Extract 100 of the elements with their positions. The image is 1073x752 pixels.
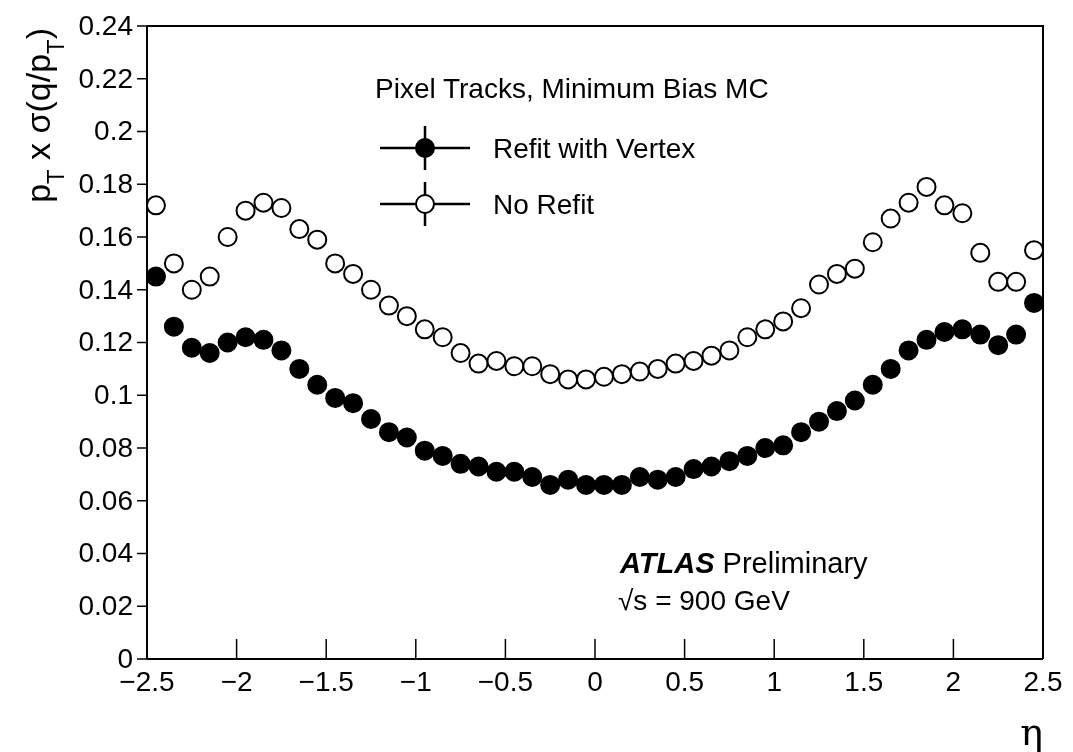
point [737, 327, 758, 348]
point [378, 422, 399, 443]
point [970, 324, 991, 345]
point [343, 263, 364, 284]
point [665, 353, 686, 374]
x-tick-label: 1.5 [844, 665, 884, 697]
point [862, 232, 883, 253]
point [378, 295, 399, 316]
point [450, 453, 471, 474]
point [916, 176, 937, 197]
point [988, 335, 1009, 356]
point [486, 461, 507, 482]
point [719, 451, 740, 472]
point [988, 271, 1009, 292]
point [540, 474, 561, 495]
point [504, 461, 525, 482]
point [325, 387, 346, 408]
point [271, 197, 292, 218]
point [593, 366, 614, 387]
point [647, 358, 668, 379]
y-tick-label: 0.12 [78, 326, 133, 358]
point [826, 401, 847, 422]
y-tick-label: 0.22 [78, 62, 133, 94]
legend-label: Refit with Vertex [493, 133, 696, 164]
point [343, 393, 364, 414]
point [576, 369, 597, 390]
point [826, 263, 847, 284]
y-tick-label: 0.16 [78, 220, 133, 252]
point [432, 327, 453, 348]
point [181, 337, 202, 358]
point [504, 356, 525, 377]
y-tick-label: 0.18 [78, 168, 133, 200]
point [1024, 292, 1045, 313]
annotation: √s = 900 GeV [618, 585, 791, 616]
point [199, 343, 220, 364]
point [361, 408, 381, 429]
point [791, 422, 812, 443]
point [450, 343, 471, 364]
annotation: ATLAS Preliminary [619, 547, 869, 579]
legend-title: Pixel Tracks, Minimum Bias MC [375, 73, 769, 104]
point [665, 467, 686, 488]
point [540, 364, 561, 385]
point [217, 332, 238, 353]
point [934, 321, 955, 342]
x-tick-label: 0 [587, 665, 603, 697]
point [898, 192, 919, 213]
point [271, 340, 292, 361]
y-tick-label: 0.08 [78, 431, 133, 463]
point [361, 279, 381, 300]
point [289, 358, 310, 379]
point [755, 319, 776, 340]
point [970, 242, 991, 263]
point [629, 361, 650, 382]
point [576, 474, 597, 495]
point [1024, 240, 1045, 261]
point [844, 390, 865, 411]
point [737, 445, 758, 466]
point [253, 329, 274, 350]
y-tick-label: 0.2 [94, 115, 133, 147]
point [181, 279, 202, 300]
x-tick-label: 2.5 [1023, 665, 1063, 697]
point [809, 274, 829, 295]
y-tick-label: 0.06 [78, 484, 133, 516]
point [1006, 324, 1027, 345]
point [558, 469, 579, 490]
point [432, 445, 453, 466]
y-tick-label: 0.24 [78, 9, 133, 41]
x-tick-label: −2 [220, 665, 253, 697]
point [647, 469, 668, 490]
y-tick-label: 0.14 [78, 273, 133, 305]
point [396, 306, 417, 327]
point [773, 311, 794, 332]
point [701, 456, 722, 477]
point [414, 440, 435, 461]
point [880, 208, 901, 229]
point [773, 435, 794, 456]
point [791, 298, 812, 319]
point [325, 253, 346, 274]
point [289, 219, 310, 240]
point [468, 456, 489, 477]
x-tick-label: 2 [945, 665, 962, 697]
point [558, 369, 579, 390]
x-tick-label: 0.5 [665, 665, 705, 697]
point [145, 266, 166, 287]
point [235, 200, 256, 221]
point [217, 227, 238, 247]
point [163, 316, 184, 337]
point [522, 356, 543, 377]
point [719, 340, 740, 361]
point [862, 374, 883, 395]
point [199, 266, 220, 287]
point [916, 329, 937, 350]
point [952, 319, 973, 340]
point [611, 364, 632, 385]
point [611, 474, 632, 495]
point [307, 374, 328, 395]
point [701, 345, 722, 366]
point [593, 474, 614, 495]
point [809, 411, 829, 432]
point [163, 253, 184, 274]
